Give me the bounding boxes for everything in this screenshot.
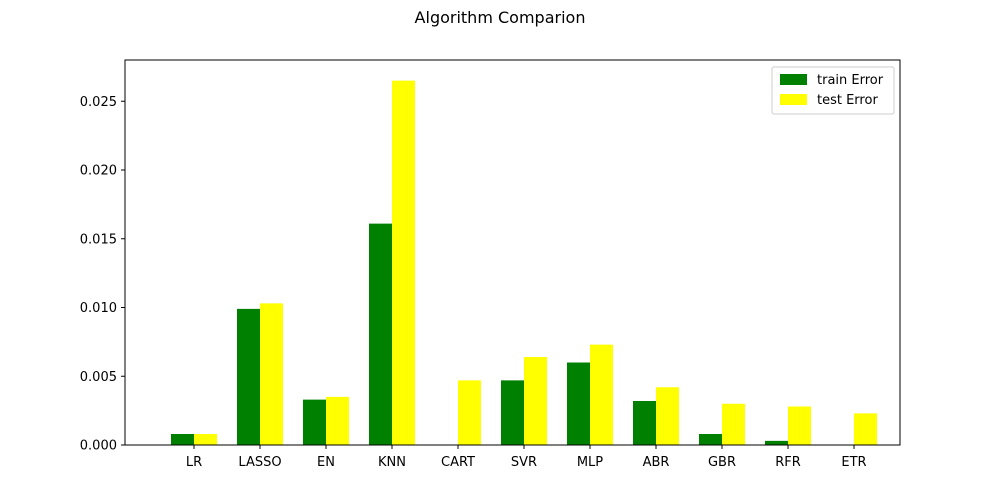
x-tick-label: KNN (378, 455, 406, 470)
y-tick-label: 0.000 (80, 439, 117, 454)
bar-test-abr (656, 387, 679, 445)
y-tick-label: 0.025 (80, 95, 117, 110)
legend-label: train Error (817, 73, 884, 88)
x-tick-label: CART (441, 455, 475, 470)
y-tick-label: 0.020 (80, 164, 117, 179)
x-axis: LR LASSO EN KNN CART SVR MLP ABR GBR RFR ETR (186, 445, 867, 470)
x-tick-label: LR (186, 455, 202, 470)
bar-train-rfr (765, 440, 788, 445)
bar-test-rfr (788, 406, 811, 445)
bar-train-svr (501, 380, 524, 445)
plot-area-frame (124, 59, 901, 446)
y-tick-label: 0.005 (80, 370, 117, 385)
bar-test-etr (854, 413, 877, 445)
x-tick-label: GBR (708, 455, 736, 470)
bar-test-en (326, 396, 349, 445)
bar-test-svr (524, 357, 547, 445)
y-axis: 0.000 0.005 0.010 0.015 0.020 0.025 (80, 95, 125, 454)
bar-test-lr (194, 434, 217, 445)
y-tick-label: 0.010 (80, 301, 117, 316)
bar-train-abr (633, 401, 656, 445)
bar-test-lasso (260, 303, 283, 445)
bar-train-gbr (699, 434, 722, 445)
x-tick-label: MLP (577, 455, 603, 470)
x-tick-label: ETR (841, 455, 866, 470)
x-tick-label: SVR (511, 455, 537, 470)
bar-train-lr (171, 434, 194, 445)
legend-label: test Error (817, 93, 878, 108)
bar-test-cart (458, 380, 481, 445)
legend-swatch-test (780, 94, 807, 105)
bar-train-en (303, 399, 326, 445)
bar-test-knn (392, 80, 415, 445)
bar-train-mlp (567, 362, 590, 445)
x-tick-label: ABR (643, 455, 670, 470)
x-tick-label: LASSO (238, 455, 281, 470)
bar-train-knn (369, 223, 392, 445)
x-tick-label: RFR (775, 455, 801, 470)
x-tick-label: EN (317, 455, 335, 470)
bar-train-lasso (237, 308, 260, 445)
bar-test-gbr (722, 403, 745, 445)
bar-test-mlp (590, 344, 613, 445)
chart-title: Algorithm Comparion (414, 8, 586, 27)
legend: train Error test Error (771, 66, 895, 115)
legend-swatch-train (780, 74, 807, 85)
y-tick-label: 0.015 (80, 232, 117, 247)
bars-layer (171, 80, 877, 445)
